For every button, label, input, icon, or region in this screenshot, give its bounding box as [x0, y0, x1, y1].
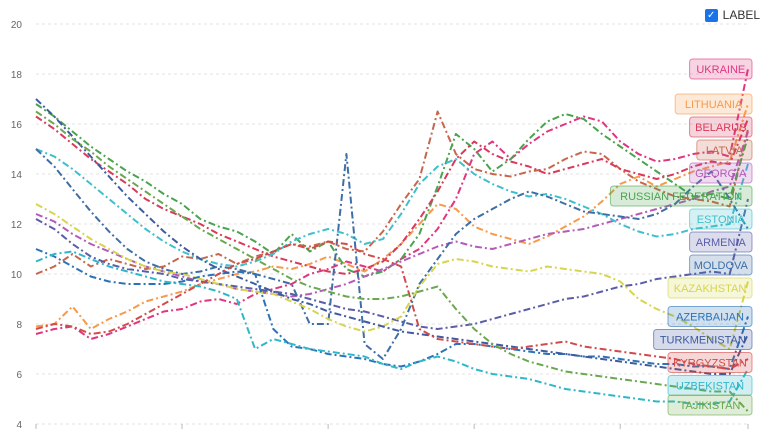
series-label-georgia: GEORGIA	[689, 162, 753, 184]
series-line-turkmenistan[interactable]	[35, 98, 749, 375]
series-line-azerbaijan[interactable]	[35, 248, 749, 370]
series-label-box	[689, 231, 753, 253]
series-label-text: GEORGIA	[695, 168, 747, 180]
series-label-uzbekistan: UZBEKISTAN	[667, 375, 753, 396]
y-tick-label: 6	[16, 370, 22, 381]
series-label-text: UKRAINE	[696, 64, 745, 76]
series-line-moldova[interactable]	[35, 148, 749, 360]
series-label-text: ESTONIA	[697, 214, 746, 226]
series-label-box	[609, 185, 753, 207]
series-label-text: BELARUS	[695, 122, 746, 134]
y-tick-label: 10	[11, 270, 23, 281]
series-label-box	[667, 352, 753, 373]
series-labels: UKRAINE LITHUANIA BELARUS LATVIA GEORGIA RUSS…	[609, 58, 753, 416]
series-label-belarus: BELARUS	[689, 116, 753, 138]
series-label-box	[667, 277, 753, 299]
series-label-latvia: LATVIA	[696, 139, 753, 161]
series-label-text: TURKMENISTAN	[660, 335, 746, 347]
x-axis-ticks	[35, 424, 749, 429]
series-label-box	[689, 116, 753, 138]
series-label-text: LITHUANIA	[685, 99, 743, 111]
series-label-box	[689, 254, 753, 276]
series-label-text: AZERBAIJAN	[676, 312, 744, 324]
series-label-turkmenistan: TURKMENISTAN	[653, 329, 753, 350]
y-tick-label: 8	[16, 320, 22, 331]
series-label-box	[696, 139, 753, 161]
series-label-box	[667, 394, 753, 416]
label-toggle[interactable]: ✓ LABEL	[704, 8, 760, 22]
label-checkbox[interactable]: ✓	[704, 8, 718, 22]
series-line-kyrgyzstan[interactable]	[35, 240, 749, 370]
series-label-text: TAJIKISTAN	[680, 400, 741, 412]
y-tick-label: 12	[11, 220, 23, 231]
series-label-text: RUSSIAN FEDERATION	[620, 191, 742, 203]
series-label-box	[689, 162, 753, 184]
series-line-tajikistan[interactable]	[35, 110, 749, 413]
series-line-kazakhstan[interactable]	[35, 203, 749, 350]
grid-lines	[36, 23, 748, 425]
series-line-uzbekistan[interactable]	[35, 250, 749, 405]
series-line-latvia[interactable]	[35, 110, 749, 275]
series-label-azerbaijan: AZERBAIJAN	[667, 306, 753, 327]
series-label-ukraine: UKRAINE	[689, 58, 753, 80]
series-line-belarus[interactable]	[35, 115, 749, 275]
label-toggle-text: LABEL	[722, 8, 760, 22]
series-line-armenia[interactable]	[35, 198, 749, 330]
series-label-kazakhstan: KAZAKHSTAN	[667, 277, 753, 299]
series-label-moldova: MOLDOVA	[689, 254, 753, 276]
series-label-box	[674, 93, 753, 115]
series-label-box	[667, 306, 753, 327]
series-line-estonia[interactable]	[35, 148, 749, 268]
series-label-kyrgyzstan: KYRGYZSTAN	[667, 352, 753, 373]
series-label-armenia: ARMENIA	[689, 231, 753, 253]
series-label-text: LATVIA	[706, 145, 744, 157]
y-tick-label: 14	[11, 170, 23, 181]
series-label-russian-federation: RUSSIAN FEDERATION	[609, 185, 753, 207]
series-line-lithuania[interactable]	[35, 103, 749, 330]
series-label-text: KYRGYZSTAN	[673, 358, 747, 370]
series-label-box	[689, 208, 753, 230]
series-label-text: KAZAKHSTAN	[674, 283, 747, 295]
series-label-text: MOLDOVA	[694, 260, 749, 272]
series-label-estonia: ESTONIA	[689, 208, 753, 230]
y-tick-label: 4	[16, 420, 22, 431]
series-lines	[35, 68, 749, 413]
y-axis-ticks: 4 6 8 10 12 14 16 18 20	[11, 20, 23, 431]
series-label-text: ARMENIA	[696, 237, 747, 249]
series-label-text: UZBEKISTAN	[676, 381, 744, 393]
series-label-box	[689, 58, 753, 80]
series-label-lithuania: LITHUANIA	[674, 93, 753, 115]
y-tick-label: 18	[11, 70, 23, 81]
series-label-box	[653, 329, 753, 350]
y-tick-label: 16	[11, 120, 23, 131]
y-tick-label: 20	[11, 20, 23, 31]
series-label-tajikistan: TAJIKISTAN	[667, 394, 753, 416]
